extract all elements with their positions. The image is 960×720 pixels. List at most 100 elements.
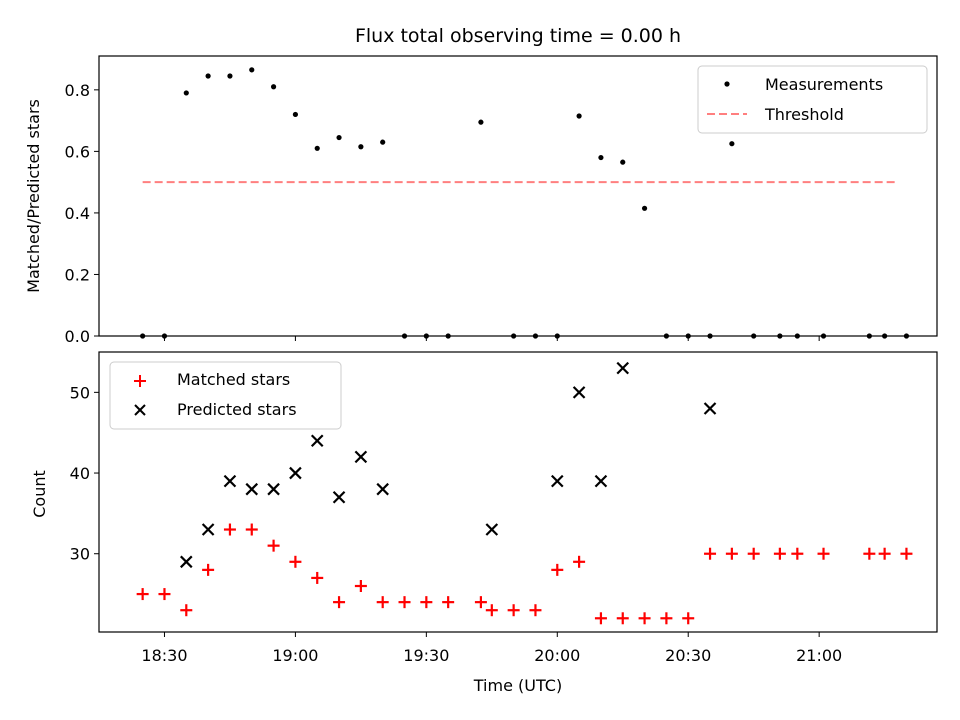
measurement-point — [249, 67, 255, 73]
measurement-point — [380, 139, 386, 145]
legend-threshold-label: Threshold — [764, 105, 844, 124]
bottom-legend: Matched stars Predicted stars — [109, 361, 342, 430]
matched-star-point — [223, 523, 236, 536]
predicted-star-point — [376, 482, 389, 496]
bottom-xtick-label: 21:00 — [796, 646, 842, 665]
top-panel-ylabel: Matched/Predicted stars — [24, 99, 43, 293]
matched-star-point — [704, 547, 717, 560]
measurement-point — [598, 154, 604, 161]
predicted-star-point — [289, 466, 302, 480]
measurement-point — [227, 73, 233, 79]
predicted-star-point — [201, 523, 215, 536]
predicted-star-point — [332, 490, 346, 504]
matched-star-point — [376, 596, 389, 609]
top-ytick-label: 0.8 — [65, 81, 90, 100]
measurement-point — [478, 119, 484, 125]
top-panel: Flux total observing time = 0.00 h Match… — [24, 25, 938, 346]
bottom-xtick-label: 20:30 — [665, 646, 711, 665]
matched-star-point — [638, 612, 651, 625]
bottom-xtick-label: 18:30 — [141, 646, 187, 665]
legend-measurements-label: Measurements — [765, 75, 883, 94]
measurement-point — [205, 73, 211, 79]
measurement-point — [641, 205, 648, 211]
top-ytick-label: 0.0 — [65, 327, 90, 346]
matched-star-point — [660, 612, 673, 625]
predicted-star-point — [354, 450, 368, 464]
measurement-point — [183, 90, 189, 96]
bottom-ytick-label: 50 — [70, 383, 90, 402]
matched-star-point — [878, 547, 891, 560]
predicted-star-point — [572, 386, 586, 399]
matched-star-point — [682, 612, 695, 625]
bottom-panel: Count Time (UTC) 30 40 50 18:30 19:00 19:30 2… — [30, 351, 938, 695]
matched-star-point — [474, 596, 487, 609]
matched-star-point — [507, 604, 520, 617]
predicted-star-point — [267, 482, 280, 496]
measurement-point — [336, 134, 342, 141]
bottom-x-ticks: 18:30 19:00 19:30 20:00 20:30 21:00 — [141, 632, 842, 665]
matched-star-point — [180, 604, 193, 617]
bottom-y-ticks: 30 40 50 — [70, 383, 99, 564]
matched-star-point — [202, 563, 215, 576]
predicted-star-point — [245, 482, 259, 496]
bottom-legend-box — [109, 361, 342, 430]
matched-star-point — [616, 612, 629, 625]
matched-star-point — [311, 571, 324, 584]
bottom-ytick-label: 40 — [70, 464, 90, 483]
matched-star-point — [747, 547, 760, 560]
measurement-point — [270, 84, 277, 90]
predicted-star-point — [180, 555, 193, 569]
legend-predicted-label: Predicted stars — [177, 400, 297, 419]
matched-star-point — [900, 547, 913, 560]
matched-star-point — [817, 547, 830, 560]
bottom-xtick-label: 19:00 — [272, 646, 318, 665]
matched-star-point — [158, 588, 171, 601]
matched-stars-points — [136, 523, 913, 625]
predicted-stars-points — [180, 361, 717, 569]
top-y-ticks: 0.0 0.2 0.4 0.6 0.8 — [65, 81, 99, 346]
measurement-point — [729, 141, 735, 147]
matched-star-point — [245, 523, 258, 536]
matched-star-point — [442, 596, 455, 609]
bottom-ytick-label: 30 — [70, 545, 90, 564]
top-ytick-label: 0.2 — [65, 265, 90, 284]
top-ytick-label: 0.6 — [65, 142, 90, 161]
matched-star-point — [354, 580, 367, 593]
top-panel-frame — [98, 55, 938, 337]
matched-star-point — [267, 539, 280, 552]
legend-matched-label: Matched stars — [177, 370, 290, 389]
matched-star-point — [573, 555, 586, 568]
matched-star-point — [529, 604, 542, 617]
predicted-star-point — [616, 361, 630, 375]
matched-star-point — [863, 547, 876, 560]
legend-measurements-marker — [724, 81, 730, 87]
bottom-xtick-label: 20:00 — [534, 646, 580, 665]
measurement-point — [620, 159, 626, 165]
predicted-star-point — [551, 474, 564, 488]
measurement-point — [314, 145, 320, 151]
predicted-star-point — [703, 402, 717, 415]
predicted-star-point — [310, 434, 324, 448]
legend-predicted-marker — [134, 404, 146, 416]
matched-star-point — [289, 555, 302, 568]
top-ytick-label: 0.4 — [65, 204, 90, 223]
bottom-xtick-label: 19:30 — [403, 646, 449, 665]
top-legend-box — [697, 65, 928, 134]
matched-star-point — [791, 547, 804, 560]
legend-matched-marker — [134, 375, 146, 387]
predicted-star-point — [223, 474, 237, 488]
matched-star-point — [420, 596, 433, 609]
matched-star-point — [136, 588, 149, 601]
top-legend: Measurements Threshold — [697, 65, 928, 134]
predicted-star-point — [485, 523, 499, 536]
measurement-point — [576, 113, 582, 119]
top-panel-title: Flux total observing time = 0.00 h — [355, 25, 681, 47]
matched-star-point — [594, 612, 607, 625]
bottom-panel-frame — [98, 351, 938, 633]
matched-star-point — [398, 596, 411, 609]
matched-star-point — [773, 547, 786, 560]
matched-star-point — [551, 563, 564, 576]
predicted-star-point — [594, 474, 608, 488]
measurement-point — [358, 144, 364, 150]
